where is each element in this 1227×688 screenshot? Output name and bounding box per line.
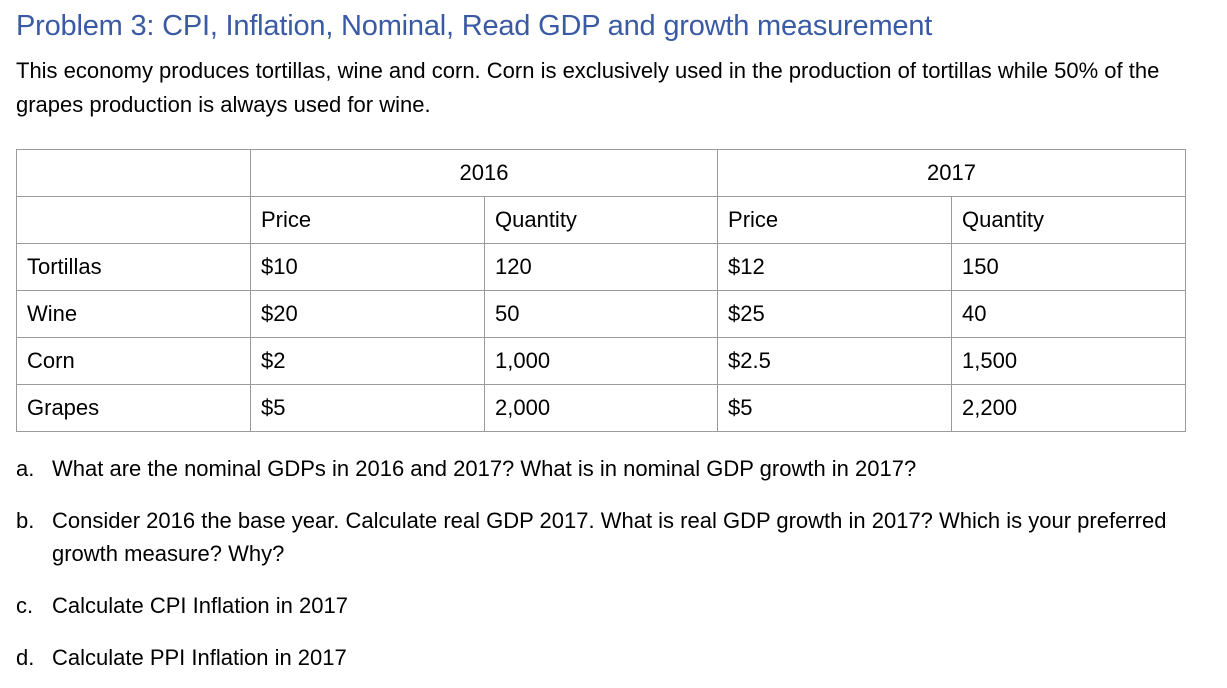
row-label: Wine	[16, 290, 251, 338]
price-2016-cell: $10	[250, 243, 485, 291]
table-label-cell	[16, 196, 251, 244]
question-text: Calculate PPI Inflation in 2017	[52, 645, 347, 670]
price-2016-cell: $5	[250, 384, 485, 432]
problem-intro: This economy produces tortillas, wine an…	[16, 58, 1160, 117]
quantity-2017-cell: 150	[951, 243, 1187, 291]
question-item: c. Calculate CPI Inflation in 2017	[16, 589, 1216, 622]
price-2017-cell: $25	[717, 290, 953, 338]
price-quantity-table: 2016 2017 Price Quantity Price Quantity …	[16, 149, 1187, 432]
table-year-row: 2016 2017	[16, 149, 1187, 197]
price-2017-cell: $12	[717, 243, 953, 291]
quantity-2016-cell: 120	[483, 243, 719, 291]
quantity-2016-cell: 1,000	[483, 337, 719, 385]
table-column-row: Price Quantity Price Quantity	[16, 196, 1187, 244]
column-header-price-2016: Price	[250, 196, 485, 244]
question-marker: d.	[16, 645, 35, 670]
price-2016-cell: $2	[250, 337, 485, 385]
question-text: Calculate CPI Inflation in 2017	[52, 593, 348, 618]
year-2017-header: 2017	[717, 149, 1187, 197]
quantity-2017-cell: 40	[951, 290, 1187, 338]
question-item: d. Calculate PPI Inflation in 2017	[16, 641, 1216, 674]
table-row: Wine $20 50 $25 40	[16, 290, 1187, 338]
quantity-2016-cell: 50	[483, 290, 719, 338]
table-corner-cell	[16, 149, 251, 197]
column-header-price-2017: Price	[717, 196, 953, 244]
quantity-2016-cell: 2,000	[483, 384, 719, 432]
problem-heading: Problem 3: CPI, Inflation, Nominal, Read…	[16, 10, 933, 42]
quantity-2017-cell: 2,200	[951, 384, 1187, 432]
row-label: Corn	[16, 337, 251, 385]
price-2017-cell: $2.5	[717, 337, 953, 385]
question-marker: b.	[16, 508, 35, 533]
question-text: What are the nominal GDPs in 2016 and 20…	[52, 456, 917, 481]
column-header-quantity-2016: Quantity	[483, 196, 719, 244]
row-label: Grapes	[16, 384, 251, 432]
year-2016-header: 2016	[249, 149, 719, 197]
table-row: Tortillas $10 120 $12 150	[16, 243, 1187, 291]
price-2016-cell: $20	[250, 290, 485, 338]
column-header-quantity-2017: Quantity	[951, 196, 1187, 244]
question-item: b. Consider 2016 the base year. Calculat…	[16, 504, 1216, 570]
question-list: a. What are the nominal GDPs in 2016 and…	[16, 452, 1216, 674]
question-marker: c.	[16, 593, 34, 618]
question-item: a. What are the nominal GDPs in 2016 and…	[16, 452, 1216, 485]
table-row: Grapes $5 2,000 $5 2,200	[16, 384, 1187, 432]
price-2017-cell: $5	[717, 384, 953, 432]
quantity-2017-cell: 1,500	[951, 337, 1187, 385]
table-row: Corn $2 1,000 $2.5 1,500	[16, 337, 1187, 385]
row-label: Tortillas	[16, 243, 251, 291]
question-text: Consider 2016 the base year. Calculate r…	[52, 508, 1167, 566]
question-marker: a.	[16, 456, 35, 481]
